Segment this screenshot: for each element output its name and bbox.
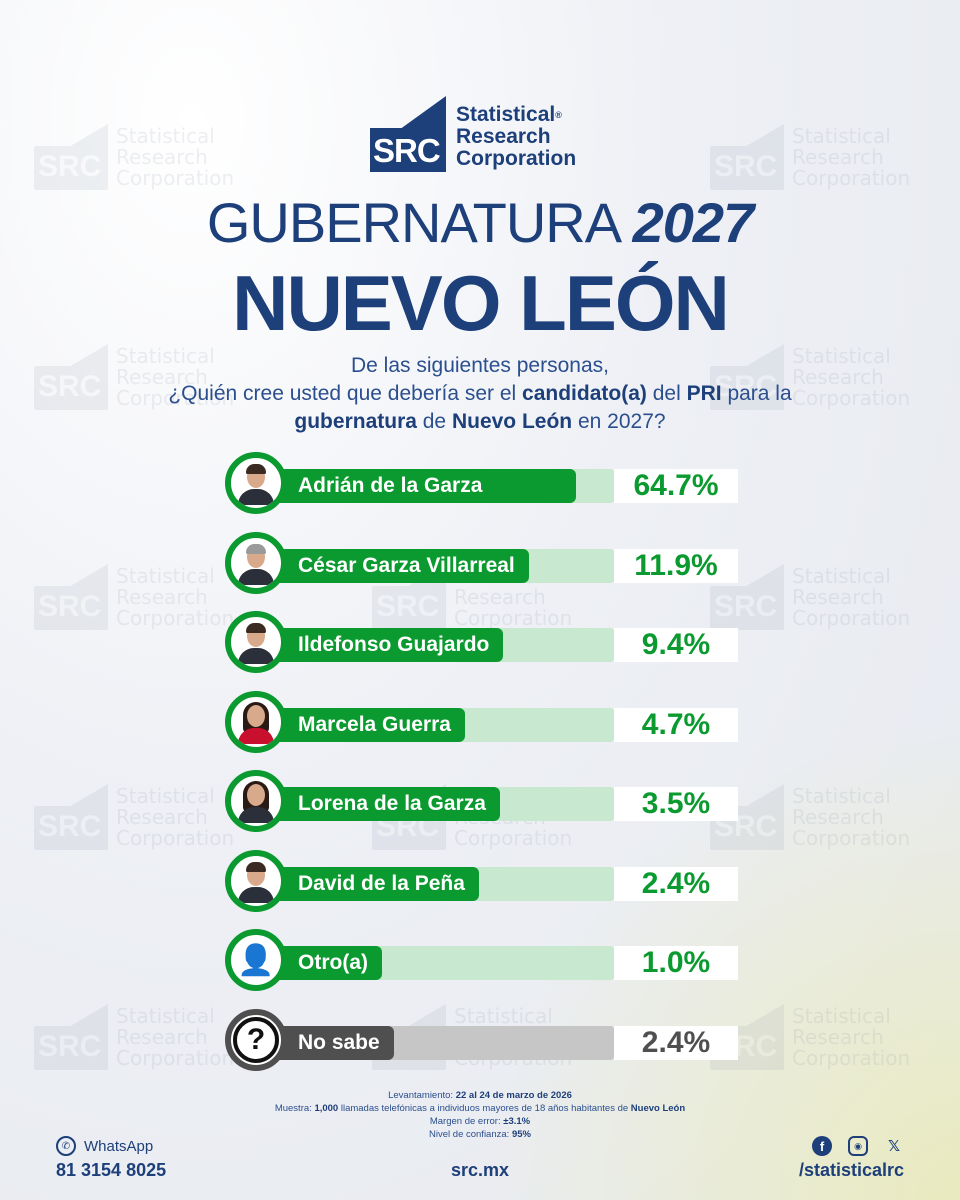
question-avatar: ?: [225, 1008, 287, 1071]
social-handle[interactable]: /statisticalrc: [798, 1160, 904, 1180]
bar-row: César Garza Villarreal 11.9%: [222, 531, 742, 594]
instagram-icon[interactable]: ◉: [848, 1136, 868, 1156]
question-line-2: ¿Quién cree usted que debería ser el can…: [168, 382, 792, 405]
title-year: 2027: [632, 191, 755, 254]
x-icon[interactable]: 𝕏: [887, 1138, 901, 1155]
facebook-icon[interactable]: f: [812, 1136, 832, 1156]
bar-value: 1.0%: [614, 946, 738, 980]
whatsapp-contact[interactable]: ✆ WhatsApp 81 3154 8025: [56, 1136, 166, 1181]
whatsapp-icon: ✆: [56, 1136, 76, 1156]
bar-row: David de la Peña 2.4%: [222, 849, 742, 912]
sample-size: Muestra: 1,000 llamadas telefónicas a in…: [274, 1103, 686, 1114]
survey-question: De las siguientes personas, ¿Quién cree …: [0, 352, 960, 436]
woman-portrait-icon: [236, 701, 276, 744]
question-line-3: gubernatura de Nuevo León en 2027?: [294, 410, 666, 433]
whatsapp-number: 81 3154 8025: [56, 1160, 167, 1180]
whatsapp-label: WhatsApp: [84, 1137, 154, 1155]
bar-label: Marcela Guerra: [286, 707, 465, 742]
bar-chart: Adrián de la Garza 64.7% César Garza Villa…: [222, 452, 742, 1072]
title-word: GUBERNATURA: [206, 191, 619, 254]
man-portrait-icon: [236, 463, 276, 505]
fieldwork-dates: Levantamiento: 22 al 24 de marzo de 2026: [388, 1090, 572, 1101]
candidate-photo: [225, 452, 287, 514]
logo-line-2: Research: [456, 125, 551, 148]
candidate-photo: [225, 690, 287, 753]
bar-value: 3.5%: [614, 787, 738, 821]
candidate-photo: [225, 849, 287, 912]
bar-label: Otro(a): [286, 946, 382, 980]
bar-value: 2.4%: [614, 866, 738, 901]
woman-portrait-icon: [236, 781, 276, 823]
methodology-note: Levantamiento: 22 al 24 de marzo de 2026…: [0, 1089, 960, 1141]
logo-mark: SRC: [370, 96, 446, 172]
man-portrait-icon: [236, 543, 276, 585]
candidate-photo: [225, 611, 287, 673]
bar-label: Lorena de la Garza: [286, 787, 500, 821]
bar-value: 4.7%: [614, 707, 738, 742]
bar-row: Ildefonso Guajardo 9.4%: [222, 611, 742, 673]
bar-label: Ildefonso Guajardo: [286, 628, 504, 662]
logo-abbr: SRC: [373, 132, 441, 169]
src-logo: SRC Statistical® Research Corporation: [370, 96, 576, 172]
bar-row: Marcela Guerra 4.7%: [222, 690, 742, 753]
page-subtitle: NUEVO LEÓN: [232, 259, 730, 347]
bar-value: 2.4%: [614, 1025, 738, 1060]
person-avatar: 👤: [225, 929, 287, 991]
margin-of-error: Margen de error: ±3.1%: [429, 1116, 531, 1127]
bar-value: 9.4%: [614, 628, 738, 662]
bar-row: Lorena de la Garza 3.5%: [222, 770, 742, 832]
social-links: f ◉ 𝕏 /statisticalrc: [799, 1136, 904, 1181]
page-title: GUBERNATURA 2027: [0, 190, 960, 255]
bar-value: 64.7%: [614, 469, 738, 503]
man-portrait-icon: [236, 622, 276, 664]
confidence-level: Nivel de confianza: 95%: [429, 1129, 531, 1140]
bar-label: David de la Peña: [286, 866, 479, 901]
bar-row: No sabe 2.4%?: [222, 1008, 742, 1071]
bar-row: Otro(a) 1.0% 👤: [222, 929, 742, 991]
logo-wordmark: Statistical® Research Corporation: [456, 104, 576, 170]
logo-line-1: Statistical: [456, 103, 556, 126]
bar-value: 11.9%: [614, 548, 738, 583]
bar-row: Adrián de la Garza 64.7%: [222, 452, 742, 514]
website-link[interactable]: src.mx: [450, 1160, 510, 1180]
question-line-1: De las siguientes personas,: [351, 354, 609, 377]
logo-line-3: Corporation: [456, 147, 577, 170]
candidate-photo: [225, 531, 287, 594]
registered-mark: ®: [555, 110, 562, 120]
candidate-photo: [225, 770, 287, 832]
bar-label: César Garza Villarreal: [286, 548, 529, 583]
bar-label: No sabe: [286, 1025, 394, 1060]
bar-label: Adrián de la Garza: [286, 469, 576, 503]
question-icon: ?: [233, 1016, 279, 1063]
man-portrait-icon: [236, 861, 276, 903]
person-icon: 👤: [237, 943, 275, 977]
